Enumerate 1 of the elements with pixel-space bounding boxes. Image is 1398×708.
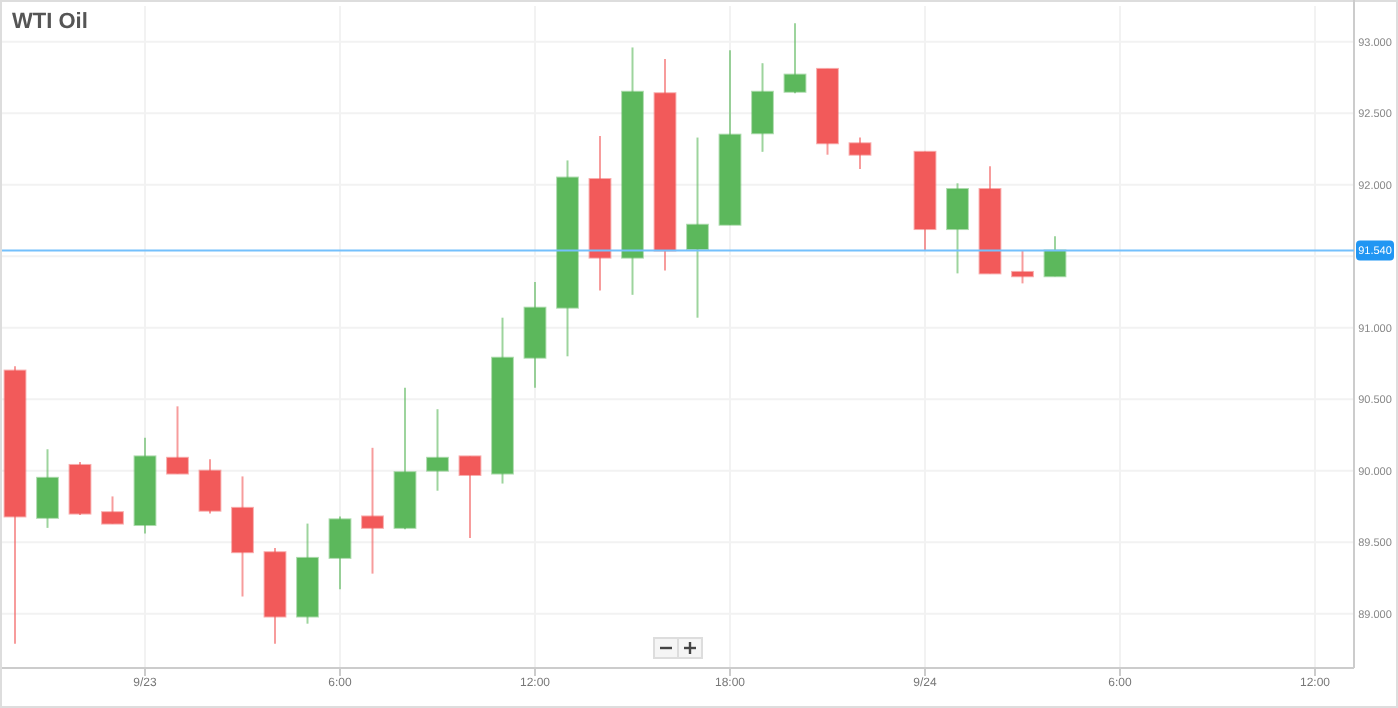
chart-title: WTI Oil [12,10,88,34]
